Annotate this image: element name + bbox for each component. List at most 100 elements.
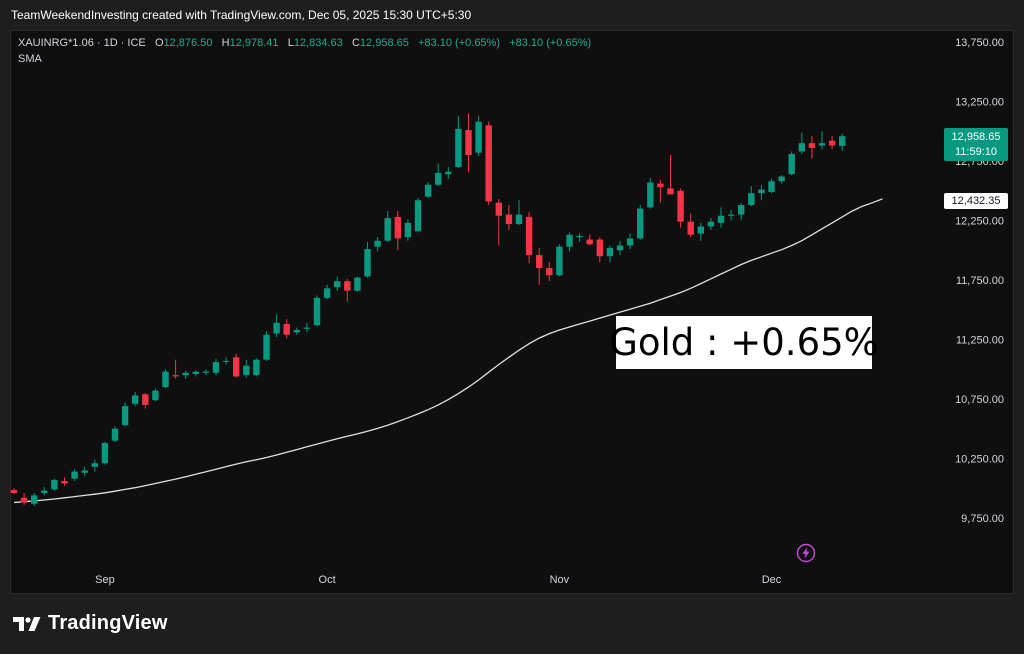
tradingview-logo[interactable]: TradingView	[12, 612, 168, 635]
y-axis-tick-label: 12,250.00	[955, 216, 1004, 228]
candle-body	[323, 288, 331, 298]
candle-body	[546, 268, 553, 276]
candle-body	[435, 172, 442, 185]
candle-body	[182, 372, 189, 376]
y-axis-tick-label: 13,250.00	[955, 97, 1004, 109]
candle-body	[91, 463, 98, 467]
candle-body	[758, 189, 765, 194]
candle-body	[616, 245, 624, 251]
candle-body	[354, 277, 361, 291]
candle-body	[152, 390, 159, 401]
candle-body	[111, 428, 119, 441]
high-value: 12,978.41	[229, 37, 279, 49]
y-axis-tick-label: 13,750.00	[955, 37, 1004, 49]
header-bar	[0, 0, 1024, 30]
candle-body	[808, 143, 816, 148]
candle-body	[596, 239, 603, 257]
candle-body	[798, 143, 805, 152]
candle-body	[738, 205, 745, 215]
candle-body	[384, 218, 391, 241]
candle-body	[243, 365, 250, 376]
candle-body	[475, 121, 482, 153]
candle-body	[828, 140, 836, 146]
last-price-value: 12,958.65	[951, 131, 1001, 143]
candle-body	[445, 171, 452, 175]
candle-body	[515, 214, 523, 225]
candle-body	[394, 216, 401, 239]
bar-countdown: 11:59:10	[954, 146, 997, 158]
candle-body	[647, 182, 654, 208]
candle-body	[132, 395, 139, 404]
candle-body	[677, 190, 684, 222]
candle-body	[61, 481, 68, 484]
x-axis-tick-label: Oct	[319, 574, 336, 586]
candle-body	[495, 202, 502, 216]
candle-body	[525, 216, 533, 256]
candle-body	[505, 214, 513, 225]
sma-value-tag: 12,432.35	[944, 193, 1008, 209]
candle-body	[536, 255, 543, 269]
high-label: H	[221, 37, 230, 49]
candle-body	[839, 136, 846, 146]
candle-body	[748, 193, 755, 206]
sma-indicator-label[interactable]: SMA	[18, 53, 42, 65]
x-axis-tick-label: Dec	[762, 574, 782, 586]
tradingview-brand: TradingView	[48, 612, 168, 634]
candle-body	[374, 240, 381, 247]
candle-body	[414, 200, 422, 232]
y-axis-tick-label: 11,250.00	[956, 335, 1004, 347]
candle-body	[81, 470, 88, 473]
candle-body	[707, 221, 715, 227]
low-value: 12,834.63	[293, 37, 343, 49]
y-axis-tick-label: 10,250.00	[955, 454, 1004, 466]
chart-panel[interactable]	[10, 30, 1014, 594]
candle-body	[485, 125, 492, 202]
attribution-text: TeamWeekendInvesting created with Tradin…	[11, 8, 472, 22]
y-axis-tick-label: 11,750.00	[956, 275, 1004, 287]
candle-body	[31, 495, 38, 504]
candle-body	[404, 222, 412, 238]
candle-body	[283, 324, 290, 335]
candle-body	[778, 176, 785, 182]
candle-body	[556, 246, 563, 276]
candle-body	[687, 221, 694, 235]
candle-body	[576, 235, 583, 238]
candle-body	[20, 497, 28, 503]
open-label: O	[154, 37, 164, 49]
candle-body	[192, 371, 199, 375]
open-value: 12,876.50	[163, 37, 213, 49]
candle-body	[51, 479, 58, 490]
close-value: 12,958.65	[359, 37, 409, 49]
candle-body	[303, 327, 311, 329]
candle-body	[101, 443, 109, 464]
last-price-tag: 12,958.65 11:59:10	[944, 128, 1008, 161]
candle-body	[697, 226, 704, 234]
candle-body	[626, 238, 634, 246]
candle-body	[727, 214, 735, 216]
tradingview-logo-icon	[13, 616, 41, 631]
lightning-icon[interactable]	[796, 543, 816, 563]
symbol-name[interactable]: XAUINRG*1.06 · 1D · ICE	[18, 37, 146, 49]
candle-body	[657, 183, 664, 188]
candle-body	[222, 360, 230, 362]
y-axis-tick-label: 9,750.00	[961, 513, 1004, 525]
candle-body	[142, 394, 149, 405]
change-value: +83.10 (+0.65%)	[418, 37, 500, 49]
candle-body	[334, 281, 341, 288]
candle-body	[273, 322, 280, 334]
candle-body	[455, 128, 462, 167]
annotation-box: Gold : +0.65%	[609, 316, 879, 369]
candle-body	[71, 471, 78, 479]
candle-body	[465, 130, 472, 156]
low-label: L	[287, 37, 294, 49]
candle-body	[344, 281, 351, 291]
candle-body	[637, 208, 644, 239]
x-axis-tick-label: Nov	[550, 574, 570, 586]
candle-body	[717, 215, 725, 223]
candle-body	[566, 234, 573, 247]
sma-line	[13, 198, 883, 504]
candle-body	[424, 184, 432, 197]
annotation-text: Gold : +0.65%	[609, 321, 879, 364]
candle-body	[364, 249, 371, 277]
